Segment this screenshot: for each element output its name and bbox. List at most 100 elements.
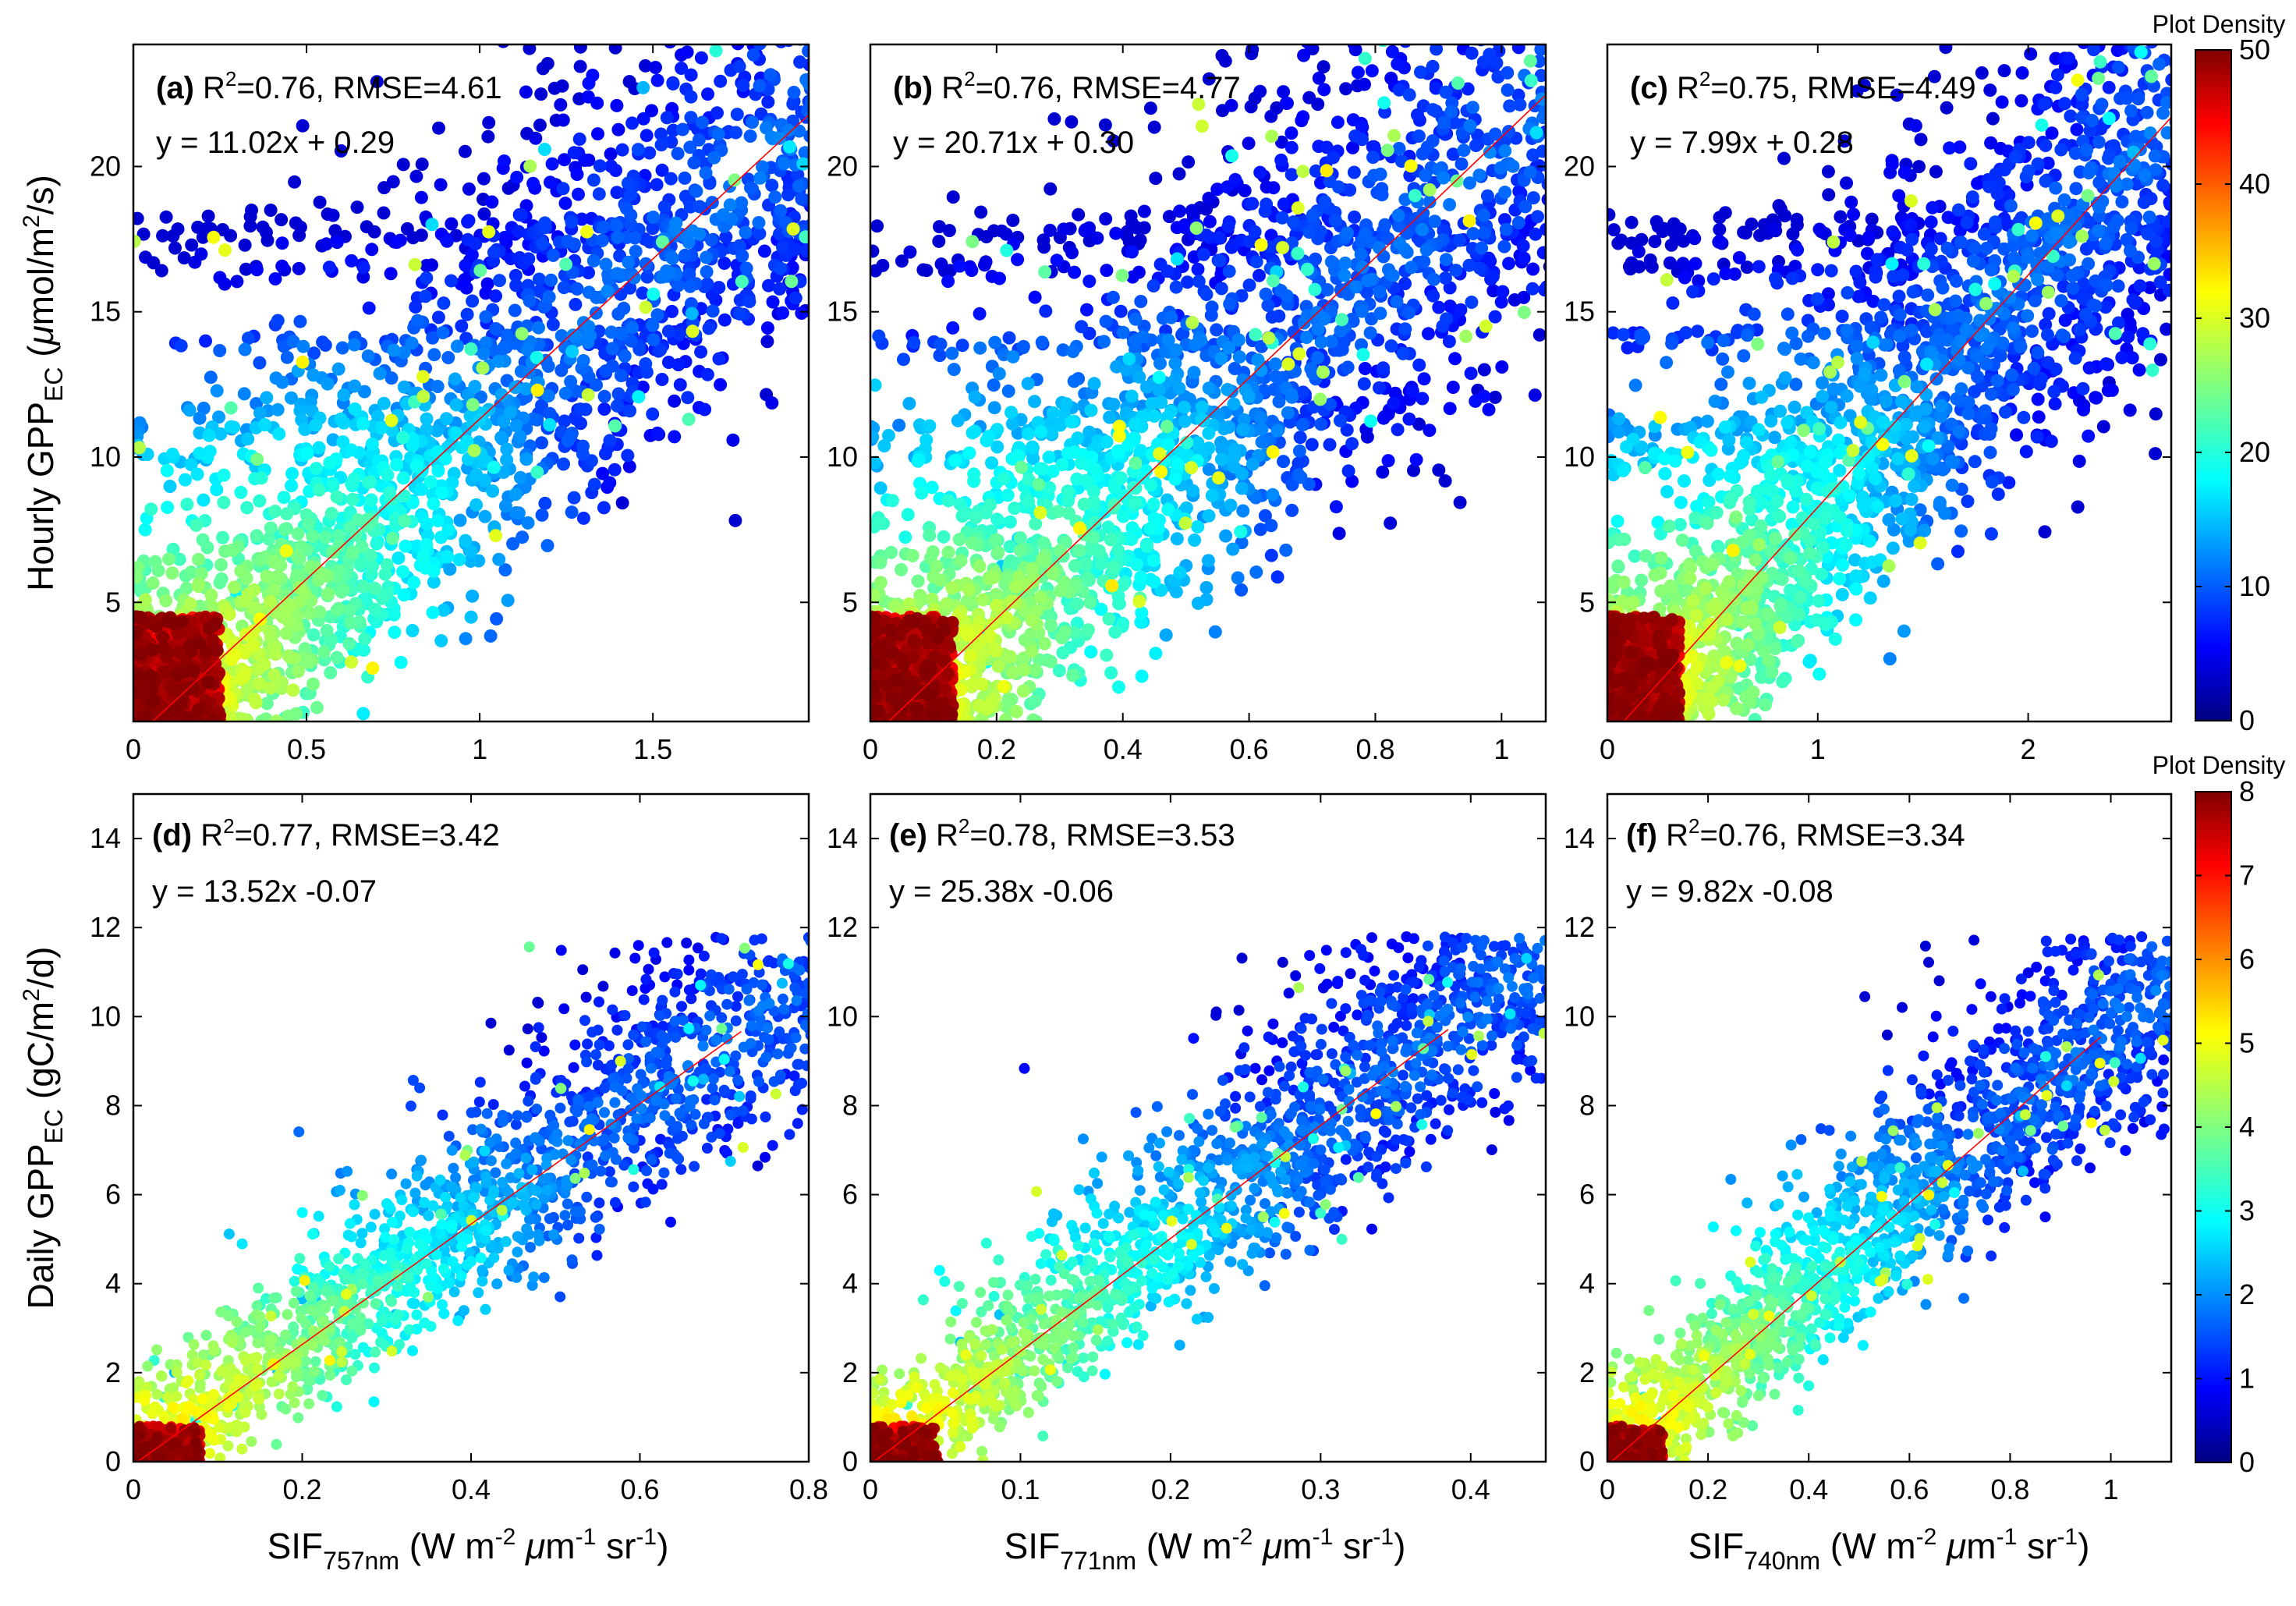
scatter-point	[438, 452, 452, 466]
scatter-point	[813, 376, 826, 389]
scatter-point	[1360, 285, 1374, 300]
scatter-point	[1217, 422, 1231, 436]
scatter-point	[1443, 197, 1457, 211]
scatter-point	[597, 402, 611, 416]
scatter-point	[1574, 106, 1587, 119]
scatter-point	[1378, 218, 1392, 232]
scatter-point	[848, 89, 861, 102]
scatter-point	[1028, 290, 1042, 304]
scatter-point	[665, 304, 679, 318]
scatter-point	[313, 195, 327, 209]
scatter-point	[268, 272, 282, 285]
scatter-point	[314, 566, 328, 580]
scatter-point	[462, 182, 476, 196]
scatter-point	[661, 324, 675, 339]
scatter-point	[1213, 231, 1227, 245]
scatter-point	[700, 250, 714, 264]
scatter-point	[1066, 345, 1080, 359]
scatter-point	[1355, 261, 1369, 275]
scatter-point	[238, 238, 252, 252]
scatter-point	[175, 615, 190, 629]
scatter-point	[671, 278, 685, 292]
scatter-point	[206, 633, 220, 647]
scatter-point	[597, 389, 611, 403]
scatter-point	[138, 523, 152, 537]
scatter-point	[856, 90, 869, 103]
scatter-point	[1187, 366, 1201, 379]
scatter-point	[819, 98, 832, 112]
scatter-point	[1302, 90, 1316, 105]
scatter-point	[197, 401, 211, 415]
scatter-point	[1472, 168, 1486, 183]
scatter-point	[1146, 497, 1160, 511]
scatter-point	[1465, 46, 1479, 60]
x-tick-label: 1.5	[633, 733, 672, 765]
scatter-point	[1549, 201, 1562, 214]
scatter-point	[1274, 135, 1288, 149]
scatter-point	[532, 321, 545, 335]
scatter-point	[519, 382, 533, 396]
scatter-point	[267, 668, 281, 682]
scatter-point	[358, 632, 372, 646]
scatter-point	[1463, 176, 1476, 190]
scatter-point	[250, 263, 264, 277]
scatter-point	[1529, 227, 1543, 241]
scatter-point	[810, 332, 824, 346]
scatter-point	[665, 251, 679, 265]
scatter-point	[1423, 424, 1437, 438]
scatter-point	[702, 321, 716, 335]
scatter-point	[1269, 370, 1283, 384]
scatter-point	[582, 320, 596, 334]
scatter-point	[1161, 333, 1175, 347]
scatter-point	[292, 665, 305, 679]
scatter-point	[145, 682, 159, 697]
scatter-point	[646, 407, 660, 421]
scatter-point	[183, 597, 197, 611]
scatter-point	[535, 399, 548, 413]
scatter-point	[811, 151, 824, 165]
scatter-point	[1042, 450, 1056, 464]
scatter-point	[309, 418, 323, 432]
scatter-point	[1043, 480, 1057, 495]
scatter-point	[1516, 239, 1530, 253]
scatter-point	[192, 552, 206, 566]
scatter-point	[1341, 226, 1355, 240]
scatter-point	[1355, 304, 1369, 318]
scatter-point	[423, 475, 438, 489]
y-tick-label: 10	[90, 441, 121, 473]
scatter-point	[1264, 519, 1278, 533]
scatter-point	[396, 158, 410, 172]
scatter-point	[519, 452, 533, 466]
scatter-point	[1314, 335, 1328, 349]
scatter-point	[1550, 222, 1564, 235]
scatter-point	[818, 66, 831, 80]
scatter-point	[234, 564, 248, 578]
scatter-point	[277, 491, 291, 505]
scatter-point	[1752, 41, 1766, 55]
scatter-point	[160, 665, 174, 679]
scatter-point	[356, 580, 370, 594]
scatter-point	[1377, 411, 1391, 425]
scatter-point	[289, 216, 303, 230]
scatter-point	[1528, 388, 1542, 402]
scatter-point	[1557, 269, 1571, 282]
scatter-point	[792, 179, 806, 193]
scatter-point	[946, 190, 960, 204]
scatter-point	[275, 375, 289, 389]
scatter-point	[604, 325, 618, 339]
scatter-point	[1125, 389, 1139, 403]
scatter-point	[907, 335, 921, 349]
scatter-point	[279, 604, 293, 619]
scatter-point	[1674, 313, 1688, 326]
scatter-point	[1437, 171, 1451, 185]
scatter-point	[348, 402, 362, 416]
scatter-point	[1012, 449, 1026, 463]
scatter-point	[781, 123, 795, 137]
scatter-point	[1055, 458, 1069, 472]
scatter-point	[974, 205, 988, 219]
scatter-point	[1709, 108, 1722, 122]
scatter-point	[1134, 295, 1148, 308]
scatter-point	[729, 126, 742, 140]
scatter-point	[849, 108, 863, 121]
scatter-point	[647, 287, 661, 301]
